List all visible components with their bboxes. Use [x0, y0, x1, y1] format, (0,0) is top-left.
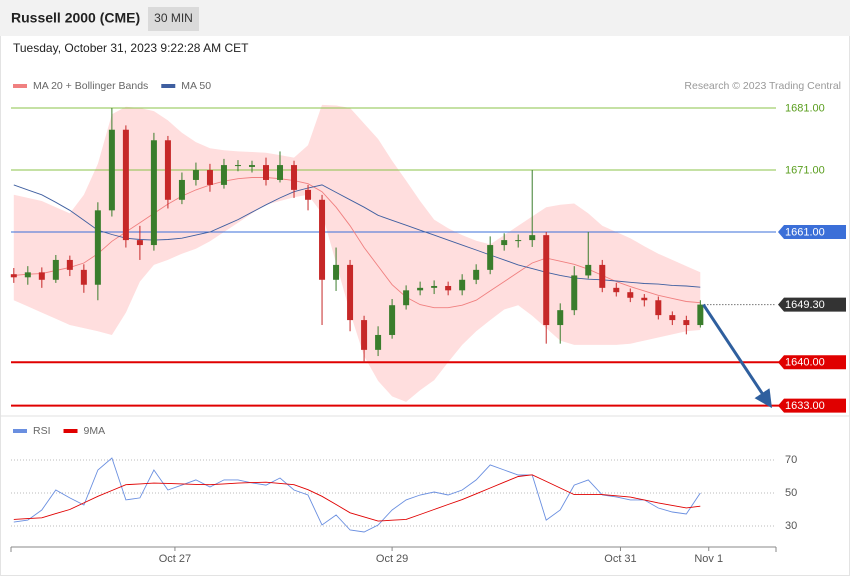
candle-body	[627, 292, 634, 298]
candle-body	[403, 290, 410, 306]
legend-label: 9MA	[84, 425, 106, 437]
candle-body	[543, 235, 550, 326]
candle-body	[347, 264, 354, 321]
level-label: 1681.00	[785, 102, 825, 114]
candle-body	[417, 287, 424, 291]
candle-body	[248, 165, 255, 167]
level-tag	[778, 225, 846, 240]
candle-body	[487, 245, 494, 270]
candle-body	[459, 279, 466, 291]
candle-body	[613, 287, 620, 293]
candle-body	[291, 165, 298, 190]
candle-body	[108, 129, 115, 211]
y-tick-label: 70	[785, 454, 797, 466]
datetime: Tuesday, October 31, 2023 9:22:28 AM CET	[13, 41, 249, 55]
legend-swatch	[161, 84, 176, 88]
timeframe-badge	[148, 7, 199, 31]
candle-body	[263, 165, 269, 180]
candle-body	[10, 274, 17, 278]
timeframe: 30 MIN	[154, 11, 193, 25]
level-label: 1661.00	[785, 226, 825, 238]
legend-swatch	[13, 84, 27, 88]
bollinger-band	[13, 104, 701, 402]
candle-body	[150, 140, 157, 246]
x-tick-label: Nov 1	[694, 553, 723, 565]
candle-body	[655, 300, 662, 316]
legend-swatch	[13, 429, 27, 433]
forecast-arrow	[702, 303, 772, 409]
candle-body	[599, 264, 606, 288]
candle-body	[515, 240, 522, 242]
candle-body	[277, 165, 284, 180]
header-bar	[0, 0, 850, 36]
candle-body	[501, 240, 508, 246]
level-tag	[778, 297, 846, 312]
candle-body	[220, 165, 227, 185]
x-tick-label: Oct 27	[159, 553, 191, 565]
legend-label: MA 20 + Bollinger Bands	[33, 80, 148, 92]
candle-body	[683, 320, 690, 326]
candle-body	[94, 210, 101, 285]
series-line	[13, 457, 701, 533]
candle-body	[192, 170, 199, 180]
candle-body	[52, 259, 59, 280]
level-label: 1649.30	[785, 299, 825, 311]
candle-body	[389, 305, 396, 335]
candle-body	[669, 315, 676, 321]
candle-body	[571, 275, 578, 311]
candle-body	[431, 285, 438, 288]
candle-body	[80, 269, 87, 285]
candle-body	[557, 310, 564, 326]
chart-title: Russell 2000 (CME)	[11, 10, 140, 26]
candle-body	[473, 269, 480, 280]
candle-body	[697, 304, 704, 326]
y-tick-label: 50	[785, 487, 797, 499]
legend-label: RSI	[33, 425, 51, 437]
candle-body	[529, 235, 536, 241]
candle-body	[164, 140, 171, 200]
candle-body	[361, 320, 368, 350]
level-label: 1671.00	[785, 164, 825, 176]
candle-body	[24, 272, 31, 278]
candle-body	[122, 129, 129, 241]
series-line	[13, 474, 701, 522]
candle-body	[333, 264, 340, 280]
level-label: 1633.00	[785, 400, 825, 412]
candle-body	[641, 297, 648, 301]
legend-label: MA 50	[181, 80, 211, 92]
candle-body	[136, 240, 143, 246]
candle-body	[66, 259, 73, 270]
legend-swatch	[63, 429, 78, 433]
candle-body	[585, 264, 592, 276]
candle-body	[375, 334, 382, 350]
x-tick-label: Oct 31	[604, 553, 636, 565]
candle-body	[445, 285, 452, 291]
y-tick-label: 30	[785, 520, 797, 532]
candle-body	[206, 170, 213, 185]
credit: Research © 2023 Trading Central	[684, 80, 841, 92]
candle-body	[234, 165, 241, 167]
candle-body	[38, 272, 45, 280]
candle-body	[178, 179, 185, 200]
candle-body	[319, 199, 326, 280]
candle-body	[305, 189, 312, 200]
level-label: 1640.00	[785, 357, 825, 369]
x-tick-label: Oct 29	[376, 553, 408, 565]
